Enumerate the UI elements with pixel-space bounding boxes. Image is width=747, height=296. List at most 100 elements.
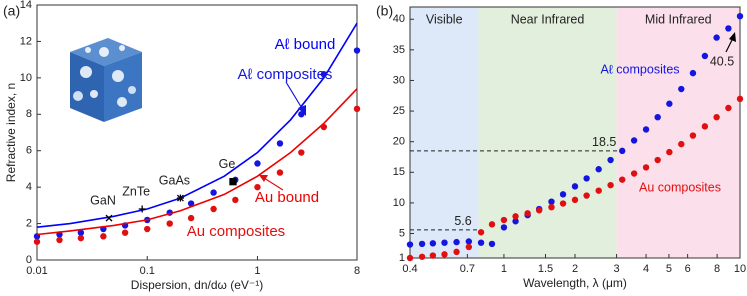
data-point bbox=[619, 147, 626, 155]
data-point bbox=[595, 187, 602, 194]
data-point bbox=[232, 196, 239, 204]
data-point bbox=[619, 176, 626, 183]
data-point bbox=[524, 210, 531, 217]
data-point bbox=[100, 233, 107, 240]
data-point bbox=[571, 196, 579, 204]
y-tick-label: 30 bbox=[393, 74, 405, 86]
y-tick-label: 40 bbox=[393, 13, 405, 25]
data-point bbox=[210, 205, 217, 213]
data-point bbox=[701, 52, 709, 60]
y-tick-label: 0 bbox=[26, 254, 32, 266]
reference-label: 18.5 bbox=[592, 135, 616, 149]
data-point bbox=[607, 156, 614, 164]
data-point bbox=[583, 175, 590, 182]
data-point bbox=[654, 156, 661, 164]
material-label: ZnTe bbox=[122, 184, 150, 198]
y-tick-label: 35 bbox=[393, 44, 405, 56]
data-point bbox=[418, 240, 426, 248]
data-point bbox=[512, 213, 519, 220]
data-point bbox=[254, 160, 261, 167]
y-tick-label: 14 bbox=[20, 0, 32, 11]
y-tick-label: 2 bbox=[26, 217, 32, 229]
x-tick-label: 0.1 bbox=[140, 265, 155, 277]
data-point bbox=[121, 229, 129, 236]
x-tick-label: 10 bbox=[734, 263, 746, 275]
region-label: Visible bbox=[426, 12, 463, 26]
y-axis-label: Refractive index, n bbox=[4, 83, 18, 182]
data-point bbox=[429, 240, 437, 247]
region-label: Near Infrared bbox=[511, 12, 585, 26]
data-point bbox=[535, 207, 543, 214]
x-tick-label: 8 bbox=[354, 265, 360, 277]
data-point bbox=[666, 100, 673, 107]
data-point bbox=[583, 192, 590, 199]
data-point bbox=[441, 239, 448, 246]
data-point bbox=[559, 200, 567, 207]
x-tick-label: 4 bbox=[643, 263, 649, 275]
y-tick-label: 15 bbox=[393, 166, 405, 178]
y-tick-label: 25 bbox=[393, 105, 405, 117]
x-tick-label: 0.01 bbox=[26, 265, 47, 277]
data-point bbox=[678, 140, 685, 148]
data-point bbox=[689, 69, 697, 77]
region bbox=[478, 7, 617, 258]
x-tick-label: 8 bbox=[714, 263, 720, 275]
data-point bbox=[353, 105, 361, 113]
series-label: Au composites bbox=[639, 180, 721, 194]
material-point bbox=[105, 214, 113, 222]
x-axis-label: Dispersion, dn/dω (eV⁻¹) bbox=[131, 278, 263, 292]
y-tick-label: 1 bbox=[399, 252, 405, 264]
plot-frame bbox=[36, 4, 358, 261]
material-point bbox=[229, 178, 237, 186]
data-point bbox=[595, 166, 602, 173]
series-label: Aℓ composites bbox=[238, 66, 333, 83]
data-point bbox=[210, 189, 217, 196]
data-point bbox=[320, 123, 328, 131]
data-point bbox=[429, 252, 437, 259]
data-point bbox=[548, 198, 555, 205]
data-point bbox=[654, 113, 661, 121]
series-label: Aℓ bound bbox=[275, 36, 336, 53]
data-point bbox=[571, 183, 579, 190]
cube-inset bbox=[70, 38, 142, 122]
bound-line bbox=[36, 88, 358, 236]
data-point bbox=[689, 132, 697, 139]
data-point bbox=[678, 85, 685, 93]
data-point bbox=[713, 113, 720, 121]
data-point bbox=[144, 225, 151, 233]
data-point bbox=[77, 234, 85, 242]
data-point bbox=[642, 164, 650, 171]
data-point bbox=[559, 191, 567, 198]
x-axis-label: Wavelength, λ (μm) bbox=[523, 276, 627, 290]
data-point bbox=[512, 218, 519, 225]
x-tick-label: 1.5 bbox=[538, 263, 553, 275]
bound-line bbox=[36, 22, 358, 228]
data-point bbox=[642, 126, 650, 133]
marker-square bbox=[229, 178, 237, 186]
panel-label: (b) bbox=[376, 3, 393, 19]
data-point bbox=[630, 170, 638, 177]
data-point bbox=[736, 12, 744, 20]
arrows bbox=[259, 32, 736, 191]
data-point bbox=[33, 238, 41, 245]
data-point bbox=[453, 238, 460, 246]
material-label: GaN bbox=[90, 193, 116, 207]
panel-label: (a) bbox=[3, 3, 20, 19]
data-point bbox=[500, 224, 508, 231]
data-point bbox=[725, 25, 732, 32]
data-point bbox=[500, 216, 508, 224]
series-label: Au composites bbox=[187, 223, 285, 240]
data-point bbox=[353, 47, 361, 54]
data-point bbox=[77, 229, 85, 236]
data-point bbox=[548, 203, 555, 211]
x-tick-label: 6 bbox=[685, 263, 691, 275]
data-point bbox=[187, 214, 195, 222]
x-tick-label: 5 bbox=[666, 263, 672, 275]
data-point bbox=[725, 104, 732, 112]
region-label: Mid Infrared bbox=[645, 12, 712, 26]
region bbox=[410, 7, 479, 258]
data-point bbox=[298, 149, 305, 156]
data-point bbox=[477, 229, 485, 236]
data-point bbox=[701, 123, 709, 130]
